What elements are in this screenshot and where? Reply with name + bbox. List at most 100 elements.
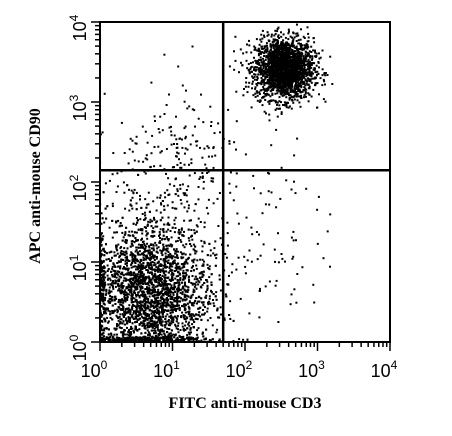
- cell-population: [99, 173, 261, 343]
- event-dot: [146, 261, 149, 264]
- event-dot: [167, 334, 170, 337]
- event-dot: [292, 68, 294, 71]
- event-dot: [130, 242, 133, 245]
- event-dot: [270, 33, 273, 36]
- event-dot: [182, 339, 185, 342]
- event-dot: [304, 47, 306, 49]
- event-dot: [292, 77, 295, 80]
- event-dot: [165, 249, 168, 252]
- event-dot: [273, 61, 276, 64]
- event-dot: [283, 92, 286, 95]
- event-dot: [171, 244, 174, 247]
- event-dot: [259, 89, 262, 92]
- event-dot: [100, 276, 103, 279]
- event-dot: [304, 70, 307, 73]
- event-dot: [141, 244, 144, 247]
- event-dot: [286, 52, 289, 55]
- event-dot: [272, 54, 275, 57]
- event-dot: [297, 48, 300, 51]
- event-dot: [300, 64, 303, 67]
- event-dot: [306, 62, 309, 65]
- event-dot: [175, 264, 178, 267]
- event-dot: [185, 294, 188, 297]
- event-dot: [150, 282, 153, 284]
- event-dot: [167, 216, 170, 219]
- event-dot: [254, 48, 257, 51]
- event-dot: [135, 314, 138, 317]
- event-dot: [257, 54, 260, 57]
- event-dot: [123, 277, 126, 280]
- event-dot: [203, 282, 206, 284]
- event-dot: [169, 256, 172, 259]
- event-dot: [107, 301, 110, 304]
- event-dot: [130, 299, 133, 302]
- event-dot: [156, 338, 159, 341]
- event-dot: [142, 265, 145, 267]
- event-dot: [147, 337, 150, 340]
- event-dot: [140, 285, 142, 288]
- event-dot: [269, 82, 272, 85]
- event-dot: [120, 276, 122, 279]
- event-dot: [267, 86, 270, 89]
- event-dot: [162, 258, 165, 261]
- event-dot: [252, 94, 255, 97]
- event-dot: [267, 33, 270, 36]
- event-dot: [182, 256, 185, 259]
- event-dot: [183, 263, 186, 266]
- event-dot: [259, 64, 262, 67]
- event-dot: [260, 72, 263, 75]
- event-dot: [278, 96, 281, 99]
- event-dot: [296, 69, 298, 71]
- event-dot: [156, 307, 159, 310]
- event-dot: [286, 76, 289, 79]
- event-dot: [292, 74, 295, 77]
- event-dot: [313, 67, 316, 70]
- event-dot: [296, 47, 298, 50]
- event-dot: [157, 265, 160, 268]
- event-dot: [268, 77, 271, 80]
- event-dot: [162, 264, 165, 267]
- event-dot: [194, 252, 197, 255]
- event-dot: [279, 51, 282, 53]
- event-dot: [203, 226, 206, 229]
- event-dot: [105, 338, 108, 340]
- event-dot: [184, 324, 187, 327]
- event-dot: [154, 241, 157, 244]
- event-dot: [191, 293, 194, 296]
- event-dot: [254, 86, 257, 89]
- event-dot: [160, 324, 163, 326]
- event-dot: [190, 338, 193, 341]
- event-dot: [115, 247, 118, 250]
- event-dot: [107, 300, 110, 303]
- event-dot: [302, 89, 305, 91]
- event-dot: [277, 34, 280, 37]
- event-dot: [329, 55, 332, 58]
- event-dot: [266, 65, 269, 68]
- event-dot: [133, 338, 135, 341]
- event-dot: [249, 68, 252, 71]
- event-dot: [283, 67, 286, 70]
- event-dot: [285, 70, 288, 73]
- event-dot: [263, 72, 266, 75]
- event-dot: [284, 55, 287, 57]
- event-dot: [162, 267, 165, 270]
- event-dot: [277, 80, 280, 83]
- event-dot: [156, 293, 159, 296]
- event-dot: [139, 279, 142, 282]
- event-dot: [291, 71, 294, 73]
- event-dot: [102, 297, 105, 300]
- event-dot: [258, 71, 261, 74]
- event-dot: [167, 298, 169, 301]
- event-dot: [100, 315, 103, 318]
- event-dot: [102, 332, 105, 335]
- event-dot: [268, 85, 271, 88]
- event-dot: [132, 273, 135, 276]
- event-dot: [255, 38, 258, 41]
- event-dot: [120, 299, 123, 302]
- event-dot: [299, 105, 302, 108]
- event-dot: [288, 76, 291, 78]
- event-dot: [173, 336, 176, 339]
- event-dot: [181, 293, 184, 296]
- event-dot: [165, 247, 168, 250]
- event-dot: [152, 247, 155, 250]
